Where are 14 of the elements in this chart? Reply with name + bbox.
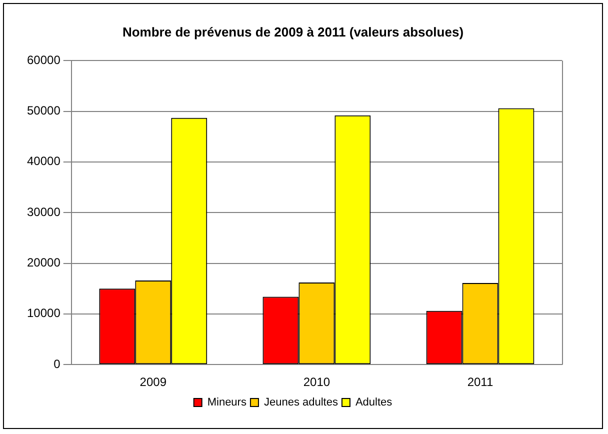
y-tick-label: 50000 <box>26 104 61 118</box>
y-tick-label: 40000 <box>26 154 61 168</box>
x-tick-label: 2009 <box>140 375 167 390</box>
y-tick-label: 0 <box>54 356 61 371</box>
y-tick-label: 10000 <box>26 306 61 320</box>
y-tick-label: 30000 <box>26 204 61 219</box>
x-tick-label: 2011 <box>467 375 494 390</box>
y-tick-label: 20000 <box>26 256 61 270</box>
legend-label: Mineurs <box>207 396 247 409</box>
legend-label: Jeunes adultes <box>264 396 338 409</box>
legend-label: Adultes <box>355 396 393 409</box>
x-tick-label: 2010 <box>303 375 330 390</box>
y-tick-label: 60000 <box>26 52 61 67</box>
chart-title: Nombre de prévenus de 2009 à 2011 (valeurs absolues) <box>122 24 464 40</box>
